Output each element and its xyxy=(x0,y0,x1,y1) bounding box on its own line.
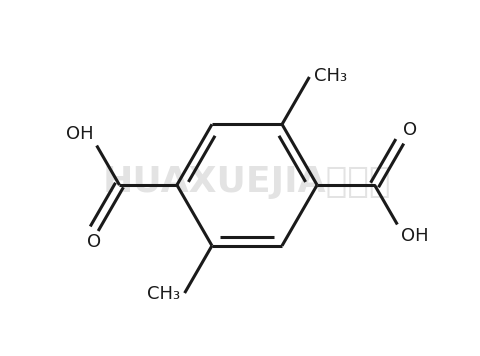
Text: HUAXUEJIA化学加: HUAXUEJIA化学加 xyxy=(103,164,391,199)
Text: O: O xyxy=(403,120,418,138)
Text: CH₃: CH₃ xyxy=(314,67,348,85)
Text: O: O xyxy=(87,233,101,251)
Text: CH₃: CH₃ xyxy=(146,286,180,303)
Text: OH: OH xyxy=(401,227,429,245)
Text: OH: OH xyxy=(66,125,93,143)
